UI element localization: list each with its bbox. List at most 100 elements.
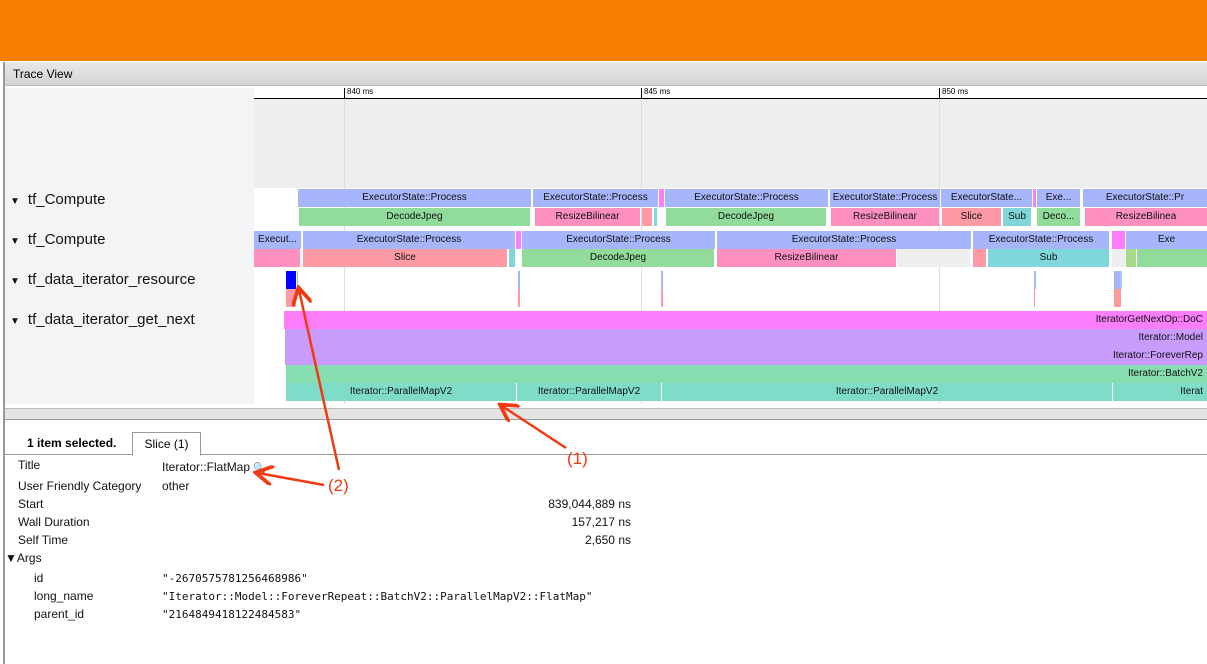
trace-slice[interactable] — [1112, 249, 1125, 267]
trace-slice[interactable] — [509, 249, 515, 267]
trace-slice[interactable] — [518, 271, 520, 289]
trace-slice[interactable]: Sub — [988, 249, 1109, 267]
arrow-1 — [502, 406, 567, 450]
trace-slice[interactable]: DecodeJpeg — [666, 208, 826, 226]
trace-slice[interactable]: Iterator::ForeverRep — [285, 347, 1207, 365]
thread-name: tf_Compute — [27, 191, 106, 208]
tab-slice[interactable]: Slice (1) — [132, 432, 201, 456]
trace-slice[interactable]: Iterator::BatchV2 — [286, 365, 1207, 383]
trace-slice[interactable] — [254, 249, 300, 267]
selected-slice[interactable] — [286, 271, 296, 289]
trace-slice[interactable]: Slice — [942, 208, 1001, 226]
title-value: Iterator::FlatMap — [162, 460, 251, 474]
trace-slice[interactable]: Slice — [303, 249, 507, 267]
arg-key: long_name — [34, 589, 94, 603]
thread-name: tf_data_iterator_get_next — [27, 311, 195, 328]
trace-slice[interactable] — [518, 289, 520, 307]
trace-slice[interactable]: DecodeJpeg — [299, 208, 530, 226]
trace-slice[interactable]: ExecutorState::Process — [303, 231, 515, 249]
trace-slice[interactable] — [1137, 249, 1207, 267]
trace-slice[interactable] — [973, 249, 986, 267]
trace-slice[interactable]: ResizeBilinear — [717, 249, 896, 267]
detail-label: Self Time — [18, 533, 69, 547]
trace-slice[interactable]: Iterator::ParallelMapV2 — [662, 383, 1112, 401]
trace-slice[interactable] — [1033, 189, 1036, 207]
trace-slice[interactable]: Deco... — [1037, 208, 1080, 226]
thread-label[interactable]: ▼ tf_Compute — [10, 191, 105, 208]
trace-slice[interactable] — [661, 289, 663, 307]
arg-value: "2164849418122484583" — [162, 608, 302, 621]
trace-slice[interactable]: Iterator::Model — [285, 329, 1207, 347]
thread-label[interactable]: ▼ tf_data_iterator_resource — [10, 271, 196, 288]
detail-label: Wall Duration — [18, 515, 90, 529]
trace-slice[interactable]: ExecutorState::Pr — [1083, 189, 1207, 207]
thread-label[interactable]: ▼ tf_data_iterator_get_next — [10, 311, 195, 328]
trace-slice[interactable]: DecodeJpeg — [522, 249, 714, 267]
detail-value: 839,044,889 ns — [548, 497, 631, 511]
trace-slice[interactable]: Execut... — [254, 231, 301, 249]
trace-slice[interactable] — [1114, 271, 1120, 289]
trace-slice[interactable] — [516, 231, 521, 249]
trace-slice[interactable]: ExecutorState::Process — [522, 231, 715, 249]
arg-key: id — [34, 571, 44, 585]
trace-slice[interactable]: ResizeBilinea — [1085, 208, 1207, 226]
trace-slice[interactable] — [1112, 231, 1125, 249]
trace-slice[interactable] — [1034, 271, 1036, 289]
ruler-tick: 840 ms — [344, 88, 373, 98]
panel-title: Trace View — [5, 62, 1207, 86]
trace-slice[interactable] — [661, 271, 663, 289]
thread-name: tf_Compute — [27, 231, 106, 248]
trace-slice[interactable]: ExecutorState::Process — [830, 189, 940, 207]
detail-value: 157,217 ns — [571, 515, 631, 529]
trace-slice[interactable]: Iterator::ParallelMapV2 — [517, 383, 661, 401]
trace-slice[interactable]: ExecutorState::Process — [533, 189, 658, 207]
trace-slice[interactable]: Iterat — [1113, 383, 1207, 401]
collapse-triangle-icon[interactable]: ▼ — [10, 236, 20, 247]
time-ruler[interactable]: 840 ms 845 ms 850 ms — [254, 88, 1207, 99]
trace-slice[interactable]: ExecutorState... — [941, 189, 1032, 207]
trace-slice[interactable]: ExecutorState::Process — [717, 231, 971, 249]
trace-slice[interactable]: ResizeBilinear — [831, 208, 939, 226]
thread-label[interactable]: ▼ tf_Compute — [10, 231, 105, 248]
trace-area: ▼ tf_Compute ▼ tf_Compute ▼ tf_data_iterato… — [5, 88, 1207, 404]
arg-key: parent_id — [34, 607, 85, 621]
trace-slice[interactable] — [654, 208, 657, 226]
arg-value: "-2670575781256468986" — [162, 572, 308, 585]
detail-label: Start — [18, 497, 44, 511]
trace-slice[interactable]: ResizeBilinear — [535, 208, 640, 226]
trace-slice[interactable]: Sub — [1003, 208, 1031, 226]
trace-slice[interactable]: ExecutorState::Process — [298, 189, 531, 207]
args-toggle[interactable]: ▼Args — [5, 551, 42, 565]
detail-value: 2,650 ns — [584, 533, 631, 547]
panel-splitter[interactable] — [5, 408, 1207, 420]
tracks-canvas[interactable]: 840 ms 845 ms 850 ms ExecutorState::Proc… — [254, 88, 1207, 404]
trace-slice[interactable] — [1034, 289, 1035, 307]
trace-slice[interactable] — [897, 249, 970, 267]
trace-slice[interactable]: Exe... — [1037, 189, 1080, 207]
collapse-triangle-icon[interactable]: ▼ — [10, 196, 20, 207]
trace-slice[interactable]: ExecutorState::Process — [973, 231, 1109, 249]
annotation-label: (1) — [567, 449, 588, 468]
analysis-tabs: 1 item selected. Slice (1) — [5, 430, 1207, 456]
thread-name: tf_data_iterator_resource — [27, 271, 196, 288]
trace-slice[interactable] — [1120, 271, 1122, 289]
arrow-2a — [299, 290, 341, 471]
detail-label: User Friendly Category — [18, 479, 142, 493]
trace-slice[interactable]: Iterator::ParallelMapV2 — [286, 383, 516, 401]
trace-slice[interactable] — [1114, 289, 1121, 307]
ruler-tick: 850 ms — [939, 88, 968, 98]
trace-slice[interactable] — [659, 189, 664, 207]
selection-summary: 1 item selected. — [27, 436, 117, 450]
trace-slice[interactable] — [642, 208, 652, 226]
trace-slice[interactable]: Exe — [1126, 231, 1207, 249]
trace-slice[interactable]: IteratorGetNextOp::DoC — [284, 311, 1207, 329]
collapse-triangle-icon[interactable]: ▼ — [10, 276, 20, 287]
trace-slice[interactable] — [297, 271, 298, 289]
trace-slice[interactable]: ExecutorState::Process — [665, 189, 828, 207]
trace-slice[interactable] — [1126, 249, 1136, 267]
annotation-label: (2) — [328, 476, 349, 495]
detail-label: Title — [18, 458, 41, 472]
collapse-triangle-icon[interactable]: ▼ — [10, 316, 20, 327]
arrow-2b — [258, 473, 325, 487]
